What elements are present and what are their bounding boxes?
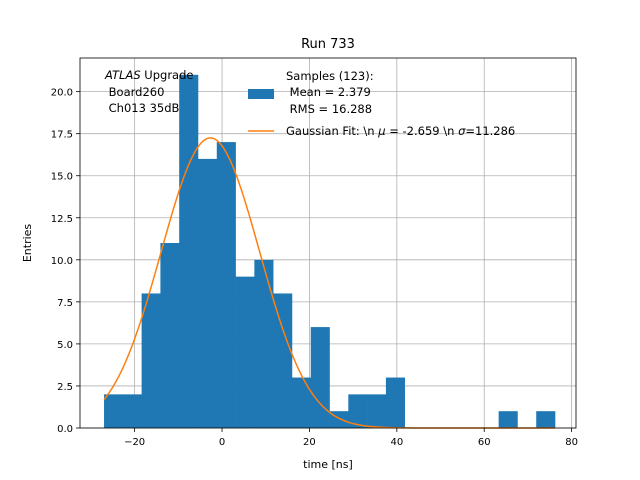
- legend-fit-mu-value: = -2.659 \n: [386, 124, 459, 138]
- histogram-bars: [104, 74, 556, 429]
- legend-fit-sigma-value: =11.286: [465, 124, 515, 138]
- x-tick-label-3: 40: [390, 437, 403, 448]
- y-tick-label-2: 5.0: [57, 340, 73, 351]
- y-tick-label-7: 17.5: [51, 130, 73, 141]
- histogram-bar-5: [197, 158, 218, 428]
- histogram-bar-6: [216, 142, 236, 428]
- histogram-bar-0: [104, 394, 124, 428]
- histogram-bar-7: [235, 276, 255, 428]
- histogram-bar-2: [141, 293, 161, 428]
- histogram-bar-15: [385, 377, 405, 428]
- histogram-bar-14: [367, 394, 387, 428]
- histogram-bar-13: [348, 394, 368, 428]
- legend-samples-line-1: Samples (123):: [286, 69, 374, 83]
- legend-swatch-samples: [248, 89, 274, 99]
- y-tick-label-5: 12.5: [51, 214, 73, 225]
- y-axis-label: Entries: [21, 224, 34, 263]
- x-tick-label-0: −20: [124, 437, 145, 448]
- annotation-upgrade: Upgrade: [141, 68, 194, 82]
- x-axis-label: time [ns]: [303, 458, 353, 471]
- legend-fit-mu: μ: [377, 124, 385, 138]
- legend-fit-sigma: σ: [458, 124, 466, 138]
- legend-fit-label: Gaussian Fit: \n μ = -2.659 \n σ=11.286: [286, 124, 515, 138]
- histogram-bar-10: [291, 377, 312, 428]
- annotation-line-1: ATLAS Upgrade: [104, 68, 193, 82]
- legend-samples-line-3: RMS = 16.288: [286, 102, 372, 116]
- x-tick-label-4: 60: [478, 437, 491, 448]
- histogram-bar-11: [310, 327, 330, 428]
- y-tick-label-0: 0.0: [57, 424, 73, 435]
- histogram-bar-4: [179, 74, 199, 429]
- annotation-line-2: Board260: [105, 85, 164, 99]
- legend: Samples (123): Mean = 2.379 RMS = 16.288…: [248, 69, 515, 138]
- legend-samples-line-2: Mean = 2.379: [286, 85, 371, 99]
- x-tick-label-2: 20: [303, 437, 316, 448]
- annotation-atlas: ATLAS: [104, 68, 141, 82]
- y-tick-label-1: 2.5: [57, 382, 73, 393]
- annotation-line-3: Ch013 35dB: [105, 101, 180, 115]
- plot-frame: [79, 57, 577, 429]
- histogram-bar-1: [122, 394, 142, 428]
- y-axis-ticks: 0.0 2.5 5.0 7.5 10.0 12.5 15.0 17.5 20.0: [51, 88, 80, 435]
- y-tick-label-6: 15.0: [51, 172, 73, 183]
- chart-title: Run 733: [301, 37, 355, 52]
- histogram-bar-3: [160, 243, 180, 428]
- x-tick-label-5: 80: [565, 437, 578, 448]
- legend-fit-prefix: Gaussian Fit: \n: [286, 124, 378, 138]
- x-axis-ticks: −20 0 20 40 60 80: [124, 428, 578, 448]
- atlas-annotation: ATLAS Upgrade Board260 Ch013 35dB: [104, 68, 193, 115]
- y-tick-label-8: 20.0: [51, 88, 73, 99]
- histogram-bar-23: [536, 411, 556, 428]
- y-tick-label-3: 7.5: [57, 298, 73, 309]
- histogram-bar-21: [498, 411, 518, 428]
- histogram-bar-9: [273, 293, 293, 428]
- x-tick-label-1: 0: [219, 437, 225, 448]
- y-tick-label-4: 10.0: [51, 256, 73, 267]
- histogram-bar-8: [254, 259, 274, 428]
